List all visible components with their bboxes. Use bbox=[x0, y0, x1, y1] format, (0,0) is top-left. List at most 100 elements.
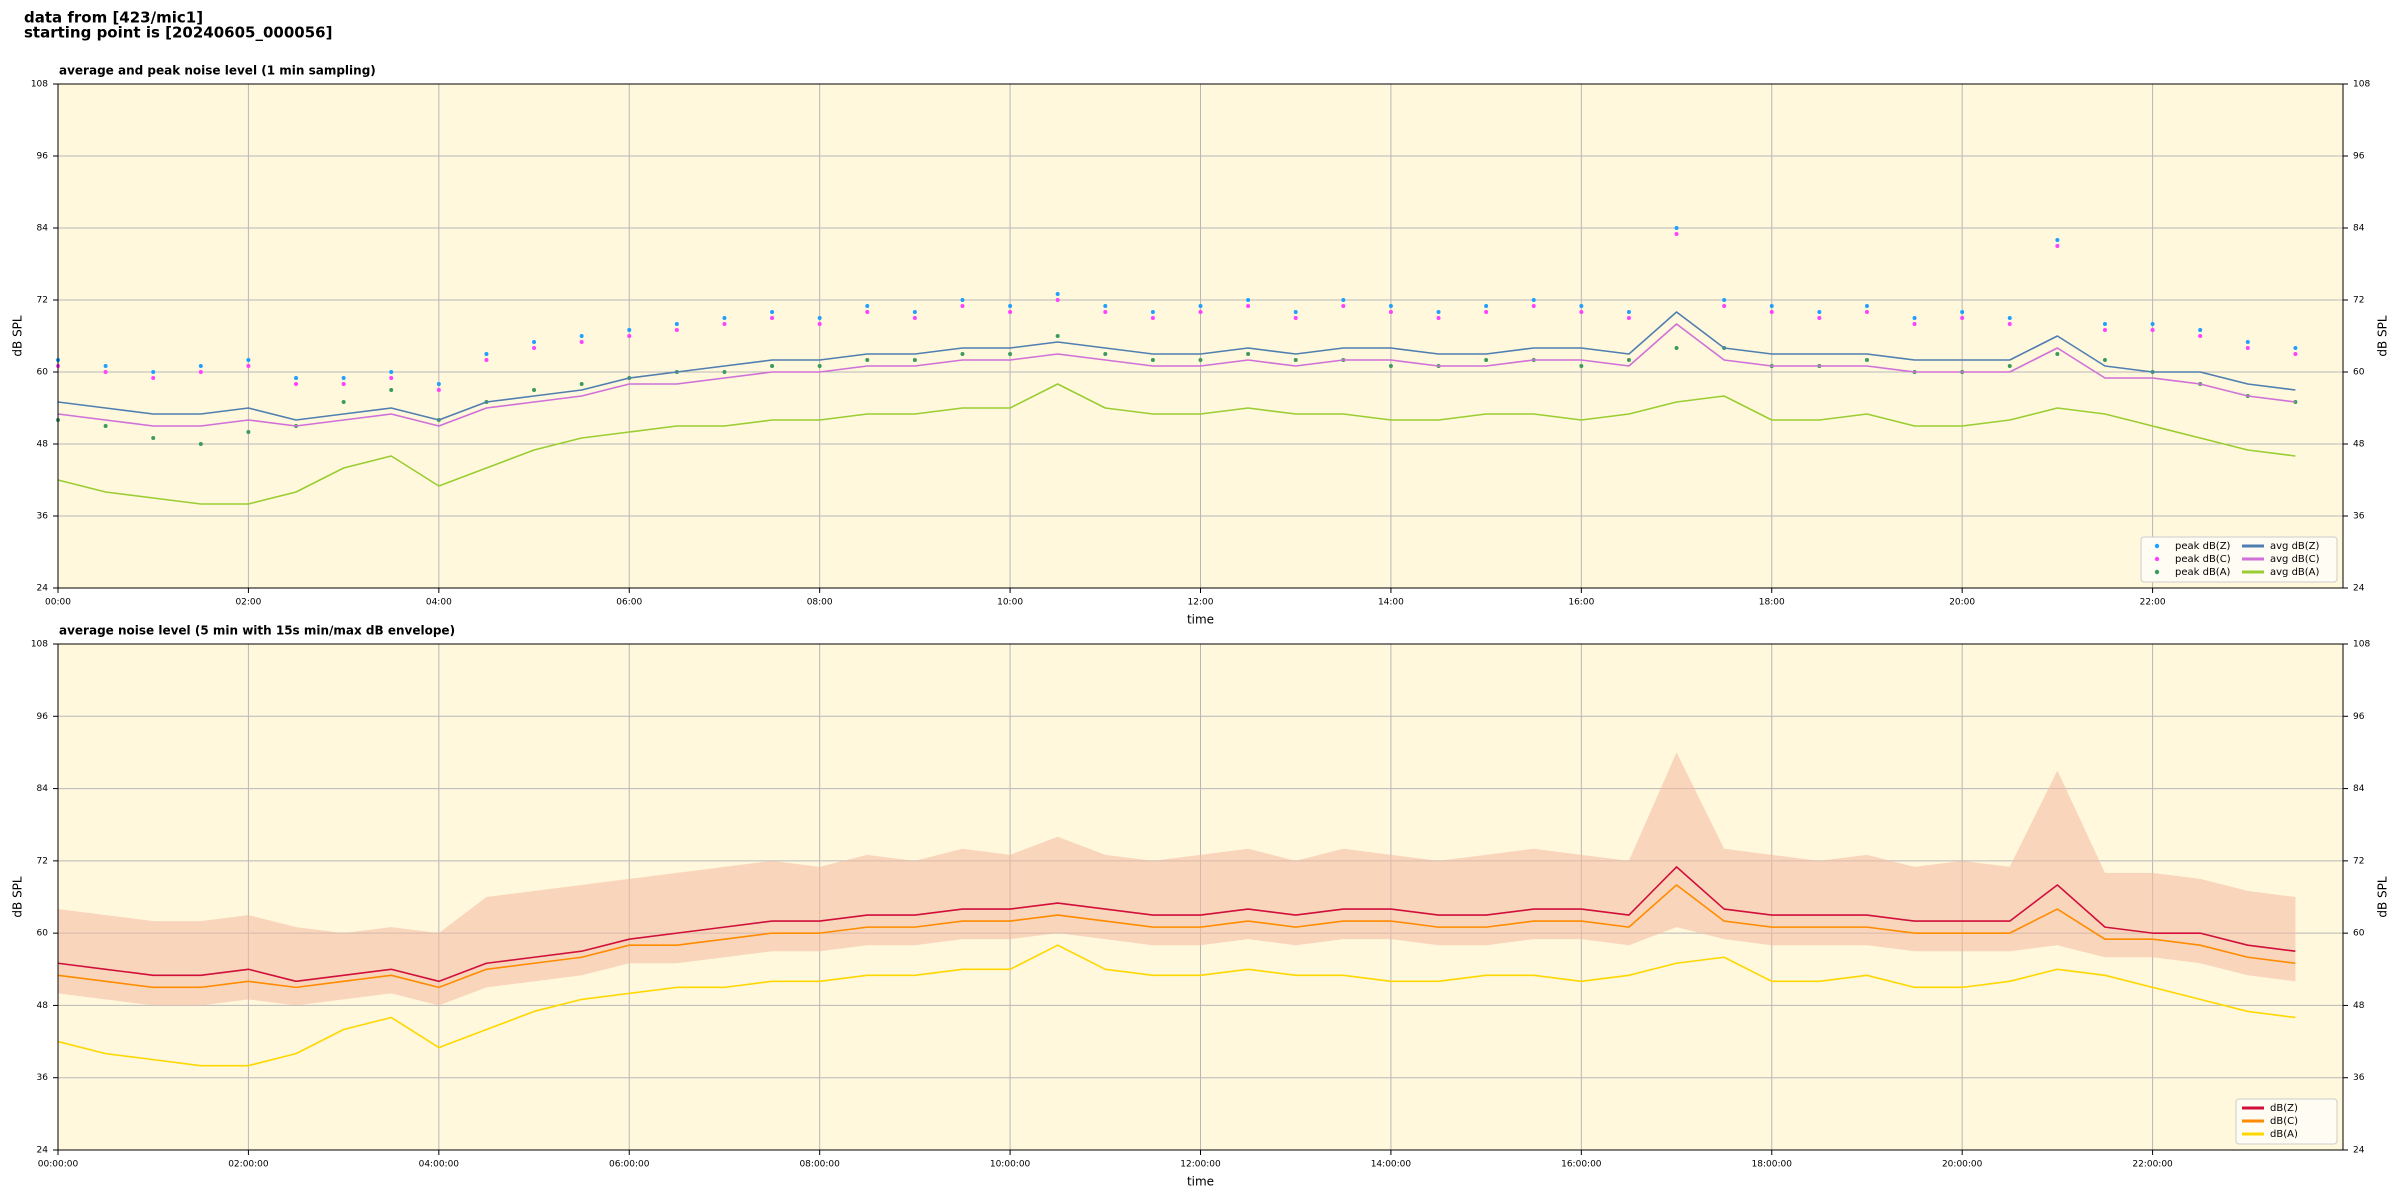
peak-point bbox=[1103, 304, 1108, 308]
peak-point bbox=[246, 430, 251, 434]
x-tick-label: 08:00:00 bbox=[799, 1160, 840, 1170]
peak-point bbox=[2245, 340, 2250, 344]
peak-point bbox=[2293, 352, 2298, 356]
peak-point bbox=[341, 382, 346, 386]
y-tick-label: 36 bbox=[37, 1073, 49, 1083]
x-tick-label: 10:00 bbox=[997, 598, 1023, 608]
peak-point bbox=[1626, 316, 1631, 320]
x-tick-label: 18:00 bbox=[1759, 598, 1785, 608]
y-tick-label: 72 bbox=[37, 856, 48, 866]
peak-point bbox=[579, 334, 584, 338]
y2-tick-label: 36 bbox=[2353, 1073, 2365, 1083]
x-tick-label: 16:00:00 bbox=[1561, 1160, 1602, 1170]
peak-point bbox=[1436, 310, 1441, 314]
peak-point bbox=[389, 376, 394, 380]
peak-point bbox=[1341, 298, 1346, 302]
peak-point bbox=[151, 436, 156, 440]
peak-point bbox=[2245, 346, 2250, 350]
y-tick-label: 60 bbox=[37, 929, 49, 939]
chart-title: average and peak noise level (1 min samp… bbox=[59, 64, 376, 78]
peak-point bbox=[1817, 316, 1822, 320]
peak-point bbox=[865, 304, 870, 308]
peak-point bbox=[1674, 346, 1679, 350]
x-tick-label: 16:00 bbox=[1568, 598, 1594, 608]
x-tick-label: 14:00:00 bbox=[1371, 1160, 1412, 1170]
peak-point bbox=[1579, 310, 1584, 314]
legend-marker bbox=[2154, 556, 2160, 562]
peak-point bbox=[1293, 310, 1298, 314]
x-tick-label: 08:00 bbox=[807, 598, 833, 608]
legend-label: peak dB(Z) bbox=[2175, 541, 2231, 552]
legend-label: avg dB(Z) bbox=[2270, 541, 2320, 552]
y2-tick-label: 108 bbox=[2353, 80, 2370, 90]
y-tick-label: 36 bbox=[37, 512, 49, 522]
legend-label: avg dB(C) bbox=[2270, 554, 2320, 565]
y-tick-label: 24 bbox=[37, 584, 49, 594]
x-tick-label: 06:00 bbox=[616, 598, 642, 608]
peak-point bbox=[2198, 328, 2203, 332]
peak-point bbox=[103, 370, 108, 374]
peak-point bbox=[1198, 304, 1203, 308]
series-line bbox=[57, 944, 2296, 1067]
y2-tick-label: 60 bbox=[2353, 368, 2365, 378]
peak-point bbox=[912, 310, 917, 314]
legend-label: dB(C) bbox=[2270, 1116, 2298, 1127]
peak-point bbox=[627, 328, 632, 332]
y-tick-label: 108 bbox=[31, 640, 48, 650]
peak-point bbox=[722, 322, 727, 326]
peak-point bbox=[1531, 298, 1536, 302]
x-axis-label: time bbox=[1187, 613, 1214, 627]
legend-label: dB(Z) bbox=[2270, 1103, 2298, 1114]
legend-box bbox=[2140, 536, 2338, 583]
y2-tick-label: 48 bbox=[2353, 1001, 2365, 1011]
x-axis-label: time bbox=[1187, 1175, 1214, 1189]
peak-point bbox=[1674, 226, 1679, 230]
peak-point bbox=[817, 322, 822, 326]
y-tick-label: 24 bbox=[37, 1146, 49, 1156]
peak-point bbox=[1722, 304, 1727, 308]
peak-point bbox=[1150, 358, 1155, 362]
peak-point bbox=[532, 346, 537, 350]
y2-tick-label: 60 bbox=[2353, 929, 2365, 939]
y2-tick-label: 84 bbox=[2353, 784, 2365, 794]
peak-point bbox=[1341, 304, 1346, 308]
y-axis-label: dB SPL bbox=[11, 876, 25, 918]
peak-point bbox=[532, 388, 537, 392]
peak-point bbox=[198, 370, 203, 374]
peak-point bbox=[579, 340, 584, 344]
y2-tick-label: 84 bbox=[2353, 224, 2365, 234]
peak-point bbox=[674, 322, 679, 326]
peak-point bbox=[1484, 304, 1489, 308]
peak-point bbox=[1912, 322, 1917, 326]
x-tick-label: 02:00 bbox=[235, 598, 261, 608]
peak-point bbox=[1388, 364, 1393, 368]
peak-point bbox=[2198, 334, 2203, 338]
y2-tick-label: 96 bbox=[2353, 712, 2365, 722]
series-line bbox=[57, 884, 2296, 989]
peak-point bbox=[1960, 310, 1965, 314]
peak-point bbox=[2150, 322, 2155, 326]
series-line bbox=[57, 383, 2296, 505]
peak-point bbox=[912, 316, 917, 320]
peak-point bbox=[912, 358, 917, 362]
peak-point bbox=[770, 364, 775, 368]
peak-point bbox=[1293, 358, 1298, 362]
plot-frame bbox=[57, 83, 2344, 589]
peak-point bbox=[817, 316, 822, 320]
chart-title: average noise level (5 min with 15s min/… bbox=[59, 624, 455, 638]
y2-tick-label: 72 bbox=[2353, 296, 2364, 306]
y-tick-label: 48 bbox=[37, 1001, 49, 1011]
peak-point bbox=[865, 358, 870, 362]
legend-label: dB(A) bbox=[2270, 1129, 2298, 1140]
peak-point bbox=[1674, 232, 1679, 236]
y-tick-label: 108 bbox=[31, 80, 48, 90]
peak-point bbox=[436, 382, 441, 386]
x-tick-label: 18:00:00 bbox=[1752, 1160, 1793, 1170]
y-tick-label: 72 bbox=[37, 296, 48, 306]
peak-point bbox=[1150, 316, 1155, 320]
y2-tick-label: 96 bbox=[2353, 152, 2365, 162]
peak-point bbox=[1579, 364, 1584, 368]
peak-point bbox=[294, 382, 299, 386]
peak-point bbox=[436, 388, 441, 392]
y2-tick-label: 48 bbox=[2353, 440, 2365, 450]
